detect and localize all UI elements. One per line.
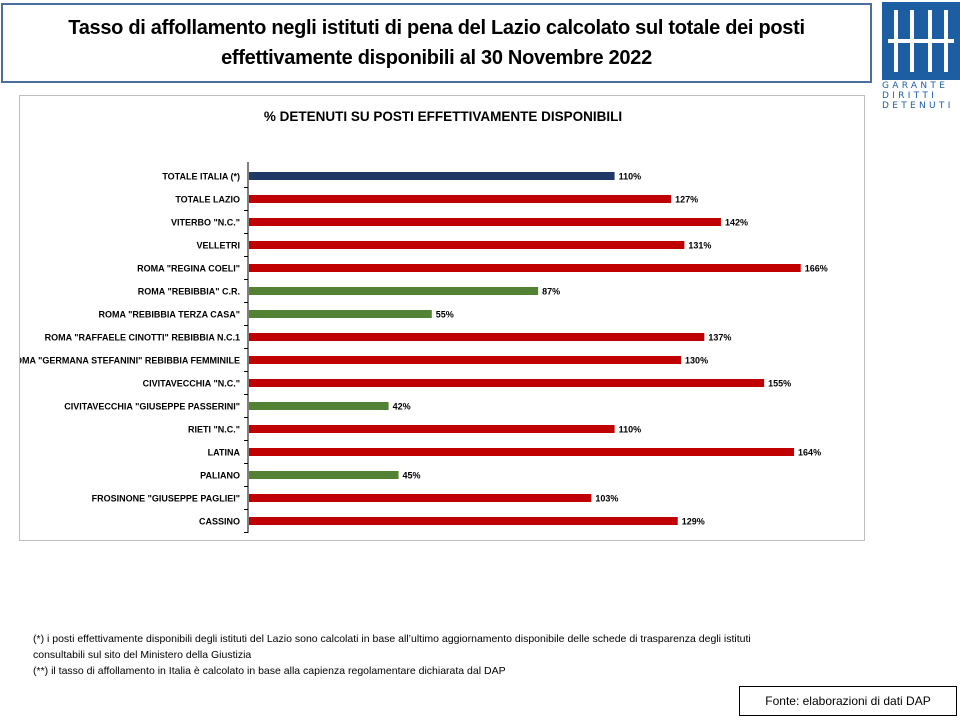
bar (249, 195, 672, 203)
data-label: 142% (725, 218, 748, 228)
bar (249, 241, 685, 249)
category-label: CIVITAVECCHIA "GIUSEPPE PASSERINI" (64, 402, 240, 412)
garante-logo: GARANTE DIRITTI DETENUTI (882, 2, 960, 111)
data-label: 129% (682, 517, 705, 527)
chart-title: % DETENUTI SU POSTI EFFETTIVAMENTE DISPO… (264, 109, 622, 124)
logo-text-line-3: DETENUTI (882, 101, 954, 111)
category-label: TOTALE ITALIA (*) (162, 172, 240, 182)
data-label: 87% (542, 287, 560, 297)
data-label: 55% (436, 310, 454, 320)
category-label: VITERBO "N.C." (171, 218, 240, 228)
data-label: 110% (619, 425, 642, 435)
bar (249, 310, 432, 318)
data-label: 127% (675, 195, 698, 205)
page-title-line-2: effettivamente disponibili al 30 Novembr… (221, 47, 652, 69)
bar (249, 471, 399, 479)
logo-emblem (882, 2, 960, 80)
logo-text-line-2: DIRITTI (882, 91, 938, 101)
data-label: 164% (798, 448, 821, 458)
category-label: ROMA "RAFFAELE CINOTTI" REBIBBIA N.C.1 (45, 333, 240, 343)
category-label: ROMA "GERMANA STEFANINI" REBIBBIA FEMMIN… (20, 356, 240, 366)
bar (249, 264, 801, 272)
category-label: ROMA "REBIBBIA" C.R. (138, 287, 240, 297)
data-label: 131% (688, 241, 711, 251)
data-label: 45% (403, 471, 421, 481)
bar (249, 333, 705, 341)
category-label: RIETI "N.C." (188, 425, 240, 435)
logo-emblem-icon (882, 2, 960, 80)
page-title-line-1: Tasso di affollamento negli istituti di … (68, 17, 805, 39)
footnotes: (*) i posti effettivamente disponibili d… (33, 631, 933, 679)
category-label: ROMA "REGINA COELI" (137, 264, 240, 274)
data-label: 166% (805, 264, 828, 274)
bar-chart: % DETENUTI SU POSTI EFFETTIVAMENTE DISPO… (20, 109, 828, 533)
bar (249, 494, 592, 502)
logo-text-line-1: GARANTE (882, 81, 949, 91)
footnote-line-3: (**) il tasso di affollamento in Italia … (33, 665, 506, 677)
data-label: 130% (685, 356, 708, 366)
category-label: PALIANO (200, 471, 240, 481)
bar (249, 172, 615, 180)
category-label: VELLETRI (196, 241, 240, 251)
data-label: 110% (619, 172, 642, 182)
footnote-line-2: consultabili sul sito del Ministero dell… (33, 649, 252, 661)
footnote-line-1: (*) i posti effettivamente disponibili d… (33, 633, 751, 645)
bar (249, 218, 721, 226)
bar (249, 287, 539, 295)
bar (249, 425, 615, 433)
category-label: CASSINO (199, 517, 240, 527)
category-label: TOTALE LAZIO (175, 195, 240, 205)
logo-text: GARANTE DIRITTI DETENUTI (882, 81, 960, 111)
bar (249, 448, 795, 456)
source-label: Fonte: elaborazioni di dati DAP (765, 694, 931, 708)
bar (249, 402, 389, 410)
bars-group: TOTALE ITALIA (*) 110% TOTALE LAZIO 127% VIT… (20, 162, 828, 533)
bar (249, 356, 682, 364)
bar (249, 379, 765, 387)
source-box: Fonte: elaborazioni di dati DAP (739, 686, 957, 716)
data-label: 137% (708, 333, 731, 343)
category-label: LATINA (208, 448, 241, 458)
data-label: 103% (595, 494, 618, 504)
data-label: 155% (768, 379, 791, 389)
bar (249, 517, 678, 525)
category-label: CIVITAVECCHIA "N.C." (143, 379, 240, 389)
data-label: 42% (393, 402, 411, 412)
category-label: ROMA "REBIBBIA TERZA CASA" (98, 310, 240, 320)
title-box: Tasso di affollamento negli istituti di … (1, 3, 872, 83)
category-label: FROSINONE "GIUSEPPE PAGLIEI" (92, 494, 240, 504)
chart-area: % DETENUTI SU POSTI EFFETTIVAMENTE DISPO… (19, 95, 865, 541)
